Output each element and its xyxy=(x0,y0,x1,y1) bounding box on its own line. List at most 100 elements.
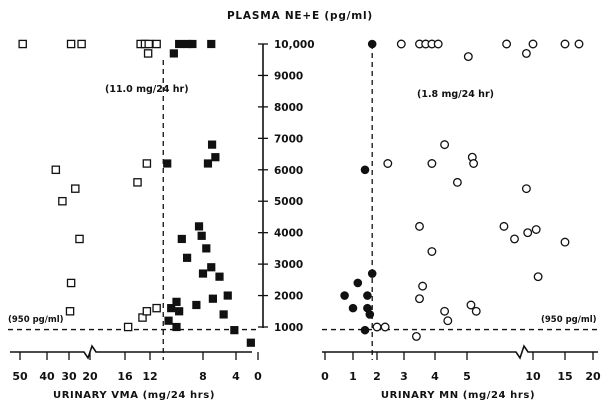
mn-point-open xyxy=(574,39,584,49)
vma-point-filled xyxy=(203,159,213,168)
y-tick-label: 6000 xyxy=(274,165,303,177)
mn-point-open xyxy=(427,159,437,168)
vma-point-filled xyxy=(223,291,232,300)
vma-point-filled xyxy=(172,322,181,332)
mn-point-open xyxy=(440,140,450,150)
mn-point-open xyxy=(440,306,450,316)
mn-x-tick-label: 3 xyxy=(400,370,408,383)
mn-x-tick-label: 5 xyxy=(463,370,471,383)
vma-point-open xyxy=(71,184,80,193)
mn-point-open xyxy=(463,52,473,62)
y-tick-label: 1000 xyxy=(274,322,303,334)
vma-point-open xyxy=(144,39,153,49)
vma-point-open xyxy=(66,39,76,49)
mn-point-open xyxy=(533,272,543,282)
mn-point-open xyxy=(452,177,462,187)
vma-tick-group xyxy=(19,352,259,360)
mn-point-filled xyxy=(360,165,370,175)
vma-point-open xyxy=(75,234,84,244)
mn-cutoff-label: (1.8 mg/24 hr) xyxy=(417,89,494,100)
vma-point-open xyxy=(133,178,142,187)
vma-point-open xyxy=(138,313,147,322)
mn-point-open xyxy=(380,322,390,332)
vma-point-filled xyxy=(202,244,211,253)
vma-point-filled xyxy=(164,316,173,325)
y-tick-label: 5000 xyxy=(274,196,303,208)
y-tick-label: 9000 xyxy=(274,70,303,82)
mn-x-tick-label: 1 xyxy=(349,370,357,383)
vma-point-filled xyxy=(207,39,216,49)
mn-point-open xyxy=(510,234,519,244)
mn-point-open xyxy=(469,159,479,168)
vma-point-filled xyxy=(188,39,197,49)
mn-point-open xyxy=(415,294,424,304)
vma-point-filled xyxy=(198,269,208,278)
vma-point-open xyxy=(123,322,133,332)
vma-tick-labels: 50 40 30 20 16 12 8 4 0 xyxy=(12,370,262,383)
mn-x-tick-label: 15 xyxy=(557,370,572,383)
vma-point-open xyxy=(142,307,152,316)
vma-point-open xyxy=(18,39,27,49)
vma-point-filled xyxy=(172,297,181,306)
mn-point-open xyxy=(396,39,406,49)
mn-point-open xyxy=(521,48,531,58)
vma-point-open xyxy=(77,39,86,49)
mn-point-filled xyxy=(365,310,375,319)
vma-point-filled xyxy=(230,326,239,335)
mn-point-open xyxy=(418,281,428,291)
vma-point-filled xyxy=(207,140,217,149)
mn-point-filled xyxy=(348,303,358,313)
vma-point-filled xyxy=(175,39,184,49)
vma-point-filled xyxy=(183,253,192,262)
chart-title: PLASMA NE+E (pg/ml) xyxy=(227,10,373,22)
vma-x-tick-label: 8 xyxy=(199,370,207,383)
vma-point-open xyxy=(143,49,153,58)
vma-point-open xyxy=(152,303,161,313)
vma-x-axis-label: URINARY VMA (mg/24 hrs) xyxy=(53,390,215,401)
vma-point-filled xyxy=(163,159,172,168)
mn-point-open xyxy=(411,331,421,341)
y-tick-label: 2000 xyxy=(274,291,303,303)
vma-point-open xyxy=(66,278,76,288)
mn-x-tick-label: 2 xyxy=(373,370,381,383)
mn-point-open xyxy=(560,237,570,247)
mn-x-tick-label: 10 xyxy=(525,370,541,383)
vma-point-filled xyxy=(246,338,255,347)
vma-x-tick-label: 0 xyxy=(254,370,262,383)
vma-point-filled xyxy=(211,153,220,162)
mn-point-filled xyxy=(340,291,349,300)
vma-x-tick-label: 16 xyxy=(117,370,133,383)
vma-x-tick-label: 4 xyxy=(232,370,240,383)
vma-points xyxy=(18,39,255,347)
mn-point-open xyxy=(528,39,538,49)
vma-point-open xyxy=(152,39,161,49)
vma-x-tick-label: 20 xyxy=(82,370,98,383)
y-tick-label: 8000 xyxy=(274,102,303,114)
mn-tick-group xyxy=(324,352,594,360)
vma-panel: 50 40 30 20 16 12 8 4 0 (11.0 mg/24 hr) (950 pg/… xyxy=(8,39,262,401)
mn-point-open xyxy=(383,159,393,168)
vma-x-tick-label: 50 xyxy=(12,370,28,383)
vma-x-tick-label: 30 xyxy=(61,370,77,383)
mn-tick-labels: 0 1 2 3 4 5 10 15 20 xyxy=(321,370,601,383)
vma-point-filled xyxy=(169,49,178,58)
mn-panel: 0 1 2 3 4 5 10 15 20 (1.8 mg/24 hr) (950 pg/ml) … xyxy=(321,39,601,401)
vma-point-filled xyxy=(175,307,184,316)
vma-point-filled xyxy=(215,272,224,281)
vma-point-filled xyxy=(167,304,176,313)
mn-point-filled xyxy=(367,269,377,278)
mn-x-tick-label: 0 xyxy=(321,370,329,383)
vma-point-filled xyxy=(219,310,228,319)
y-tick-label: 4000 xyxy=(274,228,303,240)
vma-point-filled xyxy=(197,231,206,240)
mn-point-open xyxy=(523,228,533,238)
vma-x-axis xyxy=(10,344,252,360)
vma-point-open xyxy=(51,165,61,175)
mn-point-filled xyxy=(353,278,363,288)
mn-point-open xyxy=(471,306,481,316)
vma-point-open xyxy=(58,196,67,206)
mn-point-open xyxy=(466,300,476,310)
vma-x-tick-label: 12 xyxy=(142,370,157,383)
vma-cutoff-label: (11.0 mg/24 hr) xyxy=(105,84,189,95)
